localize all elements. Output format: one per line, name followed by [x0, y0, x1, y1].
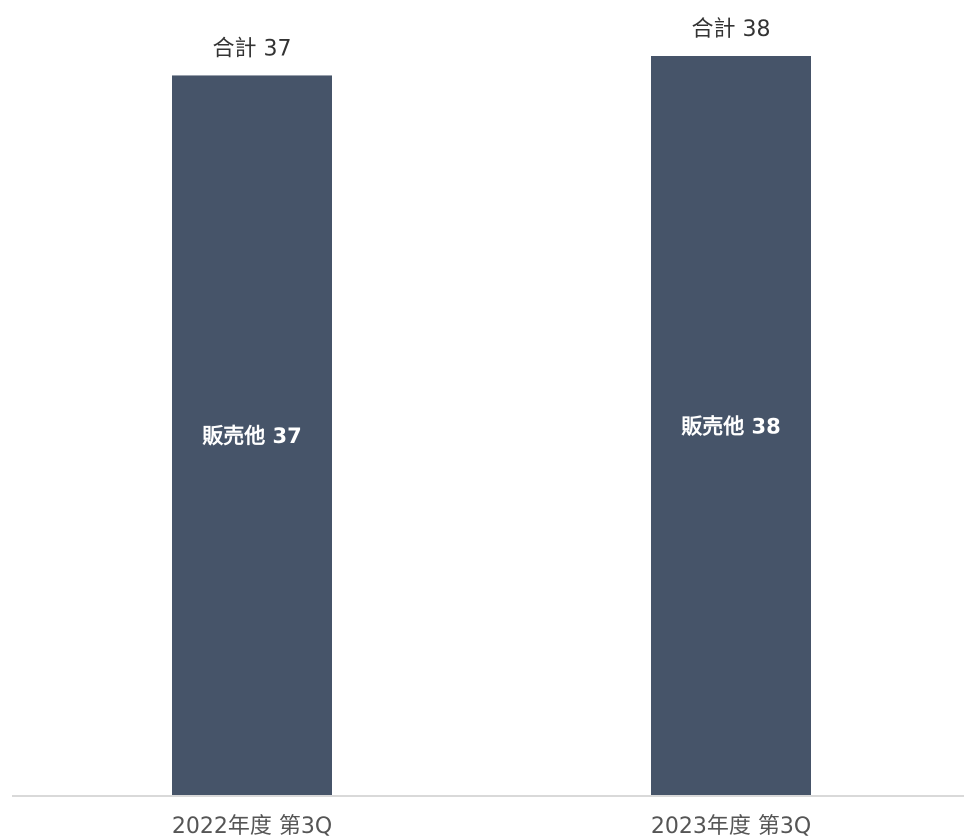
category-label-2: 2023年度 第3Q	[651, 814, 811, 838]
category-label-1: 2022年度 第3Q	[172, 814, 332, 838]
total-label-1: 合計 37	[213, 36, 292, 61]
segment-label-2: 販売他 38	[681, 415, 781, 439]
segment-label-1: 販売他 37	[202, 424, 302, 448]
bar-segment-2-1	[651, 56, 811, 795]
bar-segment-1-1	[172, 75, 332, 795]
bars-layer	[172, 56, 811, 795]
total-label-2: 合計 38	[692, 17, 771, 42]
labels-layer: 販売他 37 合計 37 2022年度 第3Q 販売他 38 合計 38 2023年度 第…	[172, 17, 811, 838]
